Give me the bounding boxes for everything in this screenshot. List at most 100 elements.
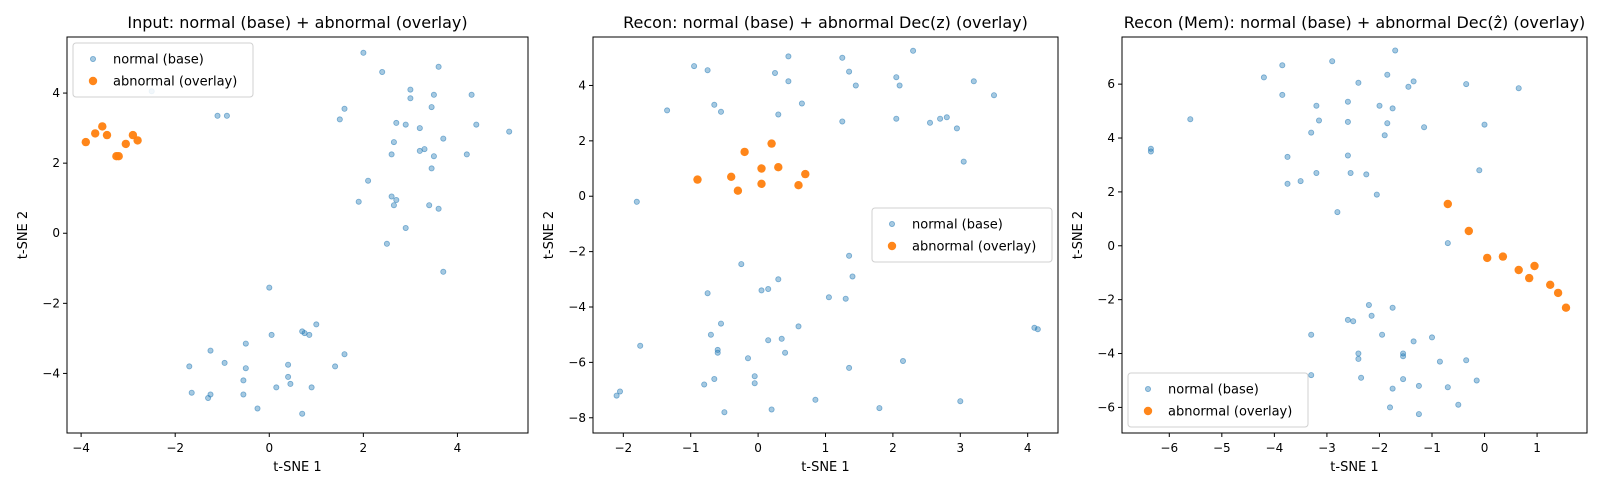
y-tick-label: −4 — [42, 366, 60, 380]
y-axis-label: t-SNE 2 — [542, 211, 557, 259]
data-point — [355, 198, 362, 205]
x-tick-label: 1 — [822, 441, 830, 455]
data-point — [268, 331, 275, 338]
data-point — [960, 158, 967, 165]
data-point — [1444, 384, 1451, 391]
data-point — [341, 351, 348, 358]
legend-label: normal (base) — [1168, 383, 1259, 398]
data-point — [876, 405, 883, 412]
data-point — [1373, 191, 1380, 198]
data-point — [846, 68, 853, 75]
data-point — [1355, 79, 1362, 86]
legend: normal (base) abnormal (overlay) — [72, 42, 254, 98]
data-point — [1410, 338, 1417, 345]
legend-label: normal (base) — [912, 218, 1003, 233]
x-tick-label: 3 — [956, 441, 964, 455]
data-point — [402, 224, 409, 231]
x-tick-label: 4 — [1024, 441, 1032, 455]
data-point — [1415, 382, 1422, 389]
series-normal — [1147, 47, 1522, 418]
data-point — [430, 153, 437, 160]
legend-marker — [887, 241, 897, 251]
data-point — [506, 128, 513, 135]
data-point — [1481, 121, 1488, 128]
data-point — [1463, 357, 1470, 364]
data-point — [1546, 280, 1555, 289]
data-point — [768, 406, 775, 413]
data-point — [970, 78, 977, 85]
data-point — [306, 331, 313, 338]
data-point — [751, 373, 758, 380]
y-axis-label: t-SNE 2 — [1071, 211, 1086, 259]
data-point — [1034, 326, 1041, 333]
x-axis-label: t-SNE 1 — [801, 460, 849, 475]
y-tick-label: 0 — [578, 189, 586, 203]
data-point — [1284, 153, 1291, 160]
x-tick-label: −4 — [1266, 441, 1284, 455]
data-point — [1031, 324, 1038, 331]
data-point — [718, 108, 725, 115]
data-point — [693, 175, 702, 184]
data-point — [1308, 331, 1315, 338]
y-tick-label: −6 — [568, 355, 586, 369]
legend-box — [72, 42, 254, 98]
data-point — [1384, 120, 1391, 127]
data-point — [1421, 124, 1428, 131]
legend-label: abnormal (overlay) — [1168, 405, 1292, 420]
data-point — [738, 261, 745, 268]
data-point — [402, 121, 409, 128]
data-point — [240, 391, 247, 398]
data-point — [1463, 81, 1470, 88]
x-tick-label: −3 — [1318, 441, 1336, 455]
data-point — [285, 361, 292, 368]
data-point — [426, 202, 433, 209]
plot-frame — [1121, 36, 1588, 434]
x-tick-label: 2 — [360, 441, 368, 455]
data-point — [242, 365, 249, 372]
data-point — [839, 118, 846, 125]
x-tick-label: −2 — [614, 441, 632, 455]
data-point — [785, 78, 792, 85]
data-point — [846, 364, 853, 371]
legend-marker — [88, 76, 98, 86]
data-point — [81, 137, 91, 147]
data-point — [360, 49, 367, 56]
data-point — [943, 114, 950, 121]
data-point — [1308, 372, 1315, 379]
data-point — [1387, 404, 1394, 411]
data-point — [842, 295, 849, 302]
series-abnormal — [693, 139, 810, 195]
data-point — [440, 268, 447, 275]
data-point — [468, 91, 475, 98]
data-point — [1344, 98, 1351, 105]
x-tick-label: 2 — [889, 441, 897, 455]
data-point — [794, 181, 803, 190]
legend-label: abnormal (overlay) — [912, 240, 1036, 255]
data-point — [798, 100, 805, 107]
data-point — [1358, 374, 1365, 381]
data-point — [383, 240, 390, 247]
data-point — [299, 410, 306, 417]
data-point — [617, 388, 624, 395]
data-point — [1329, 58, 1336, 65]
data-point — [957, 398, 964, 405]
y-tick-label: −6 — [1097, 400, 1115, 414]
data-point — [207, 391, 214, 398]
data-point — [714, 349, 721, 356]
data-point — [733, 186, 743, 195]
data-point — [242, 340, 249, 347]
data-point — [707, 331, 714, 338]
y-tick-label: 2 — [52, 156, 60, 170]
data-point — [416, 125, 423, 132]
data-point — [1455, 401, 1462, 408]
data-point — [1444, 240, 1451, 247]
legend-marker — [1143, 406, 1153, 416]
data-point — [188, 389, 195, 396]
y-tick-label: 2 — [578, 134, 586, 148]
data-point — [1392, 47, 1399, 54]
data-point — [1530, 261, 1539, 271]
data-point — [102, 130, 112, 140]
data-point — [1400, 353, 1407, 360]
y-tick-label: −8 — [568, 411, 586, 425]
data-point — [1313, 102, 1320, 109]
